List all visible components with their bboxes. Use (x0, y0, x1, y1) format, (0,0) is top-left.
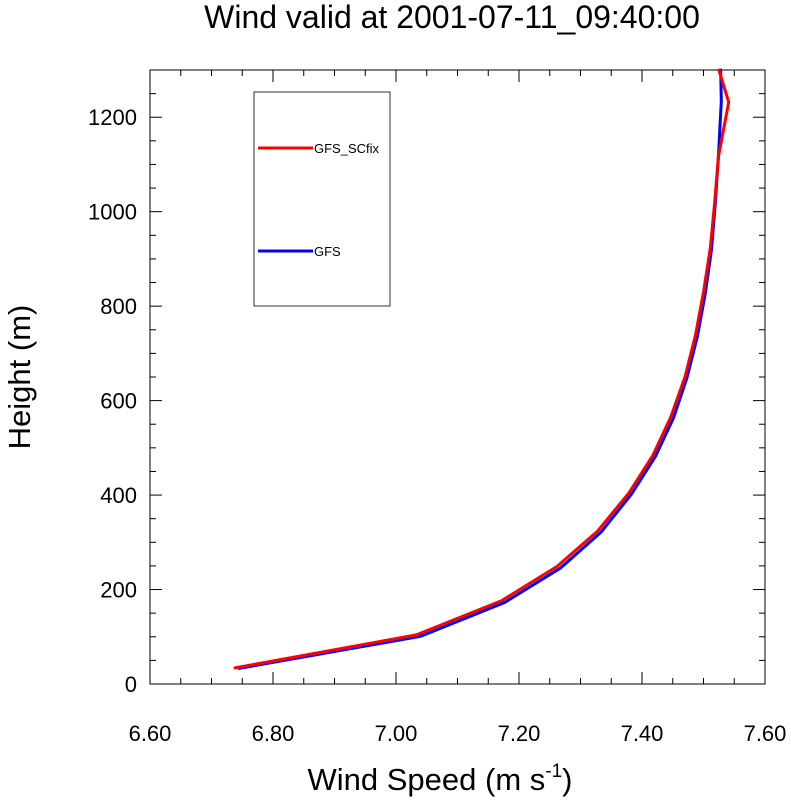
x-axis-label: Wind Speed (m s-1) (308, 761, 573, 797)
series-line-gfs-scfix (233, 68, 731, 670)
series-lines (233, 68, 731, 670)
legend-label-gfs: GFS (314, 244, 341, 259)
y-tick-label: 200 (100, 578, 137, 603)
x-tick-label: 7.00 (375, 721, 418, 746)
x-tick-label: 6.80 (252, 721, 295, 746)
x-axis-tick-labels: 6.60 6.80 7.00 7.20 7.40 7.60 (129, 721, 787, 746)
series-line-gfs (237, 68, 723, 670)
x-axis-label-main: Wind Speed (m s (308, 762, 546, 797)
y-tick-label: 1200 (88, 105, 137, 130)
x-tick-label: 6.60 (129, 721, 172, 746)
x-axis-ticks (149, 70, 766, 684)
y-tick-label: 400 (100, 483, 137, 508)
y-axis-tick-labels: 0 200 400 600 800 1000 1200 (88, 105, 137, 697)
y-tick-label: 800 (100, 294, 137, 319)
x-axis-label-superscript: -1 (545, 761, 562, 782)
y-tick-label: 0 (125, 672, 137, 697)
x-tick-label: 7.40 (621, 721, 664, 746)
x-tick-label: 7.60 (744, 721, 787, 746)
plot-frame (149, 69, 766, 685)
legend-label-gfs-scfix: GFS_SCfix (314, 141, 380, 156)
x-tick-label: 7.20 (498, 721, 541, 746)
chart-title: Wind valid at 2001-07-11_09:40:00 (204, 0, 700, 35)
y-tick-label: 600 (100, 389, 137, 414)
y-tick-label: 1000 (88, 200, 137, 225)
legend: GFS_SCfix GFS (253, 91, 391, 307)
x-axis-label-close: ) (562, 762, 572, 797)
y-axis-ticks (150, 69, 765, 685)
y-axis-label: Height (m) (2, 305, 37, 450)
legend-box (253, 91, 391, 307)
